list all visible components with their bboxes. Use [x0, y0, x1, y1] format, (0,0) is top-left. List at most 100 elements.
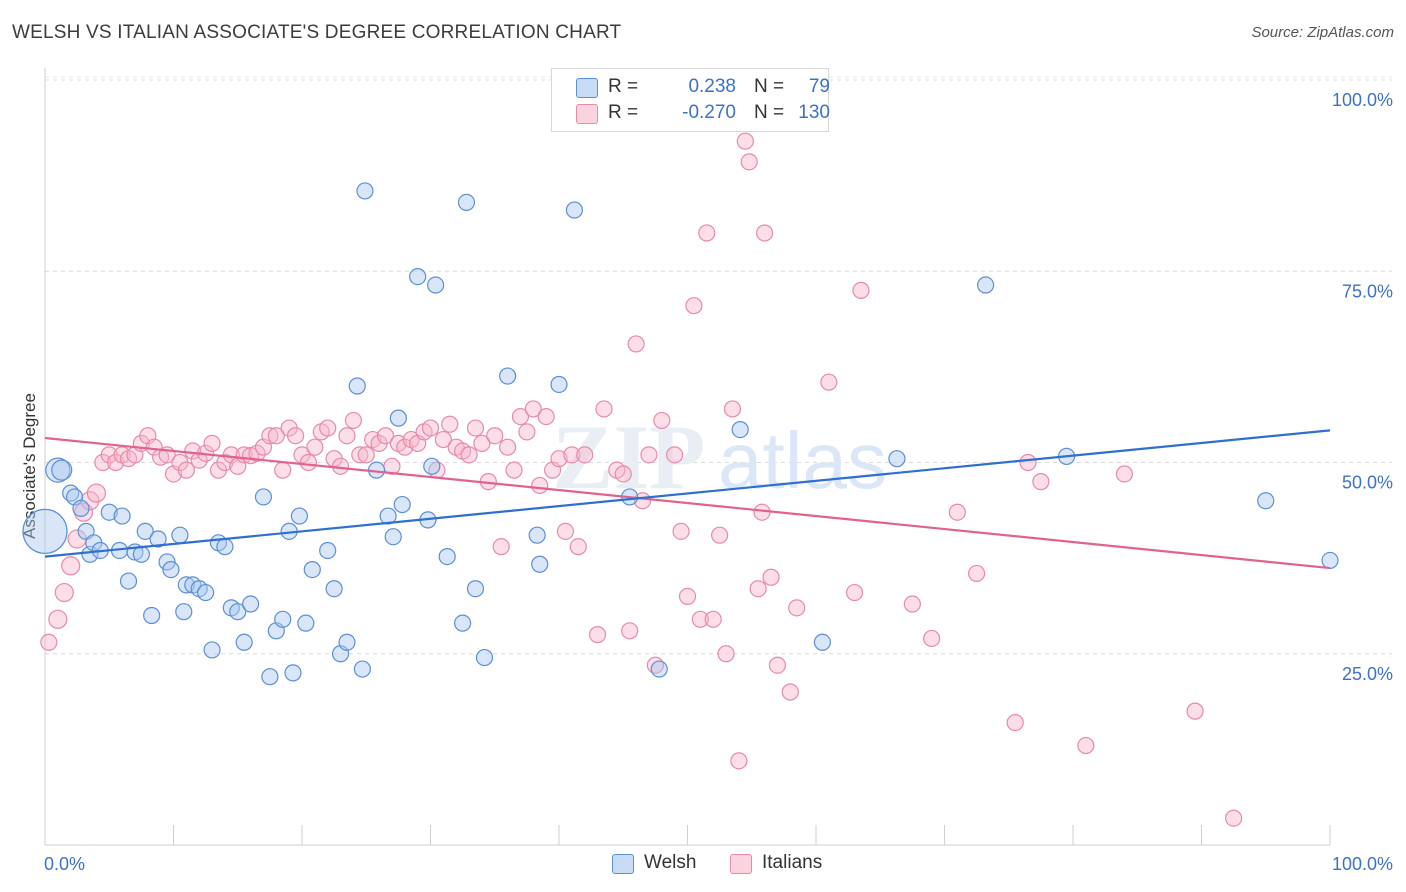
- welsh-point: [175, 603, 193, 621]
- italians-point: [621, 622, 639, 640]
- italians-point: [54, 582, 74, 603]
- italians-point: [248, 444, 266, 462]
- italians-point: [711, 526, 729, 544]
- welsh-point: [454, 614, 472, 632]
- italians-point: [306, 438, 324, 456]
- legend-r-value: 0.238: [688, 76, 736, 97]
- italians-point: [357, 446, 375, 464]
- italians-point: [518, 423, 536, 441]
- legend-r-value: -0.270: [682, 102, 736, 123]
- welsh-point: [379, 507, 397, 525]
- tick-labels: 25.0% 50.0% 75.0% 100.0% 0.0% 100.0%: [44, 90, 1393, 874]
- italians-point: [755, 224, 774, 242]
- italians-point: [537, 408, 555, 426]
- italians-point: [338, 427, 356, 445]
- italians-point: [595, 400, 613, 418]
- chart-title: WELSH VS ITALIAN ASSOCIATE'S DEGREE CORR…: [12, 22, 622, 43]
- welsh-point: [499, 367, 517, 385]
- welsh-point: [242, 595, 260, 613]
- italians-point: [61, 556, 81, 576]
- italians-point: [820, 373, 838, 391]
- italians-point: [1186, 702, 1204, 720]
- welsh-trend-line: [44, 429, 1331, 558]
- italians-point: [852, 281, 870, 299]
- italians-point: [736, 132, 754, 150]
- welsh-point: [409, 268, 427, 286]
- italians-point: [486, 427, 504, 445]
- welsh-points: [22, 182, 1339, 686]
- series-swatch-welsh: [612, 854, 634, 874]
- welsh-point: [475, 648, 494, 667]
- italians-point: [717, 645, 735, 663]
- italians-point: [511, 408, 530, 426]
- italians-point: [492, 538, 510, 556]
- welsh-point: [319, 541, 337, 560]
- welsh-point: [254, 488, 273, 506]
- welsh-point: [731, 421, 749, 439]
- welsh-point: [203, 641, 221, 659]
- welsh-point: [45, 457, 71, 483]
- italians-point: [691, 610, 709, 628]
- italians-point: [730, 752, 748, 770]
- welsh-point: [177, 576, 195, 594]
- welsh-point: [149, 530, 167, 548]
- italians-point: [40, 633, 58, 651]
- legend-r-label: R =: [608, 102, 639, 123]
- welsh-point: [235, 633, 253, 651]
- trend-lines: [44, 429, 1331, 570]
- italians-point: [473, 434, 491, 452]
- welsh-point: [438, 547, 456, 566]
- italians-point: [685, 297, 703, 315]
- italians-point: [441, 415, 459, 433]
- italians-point: [505, 461, 523, 479]
- italians-point: [923, 629, 941, 648]
- italians-point: [968, 564, 986, 583]
- series-label-italians: Italians: [762, 852, 823, 873]
- welsh-point: [427, 276, 445, 294]
- y-tick-label: 50.0%: [1342, 473, 1393, 493]
- italians-point: [299, 453, 318, 472]
- welsh-point: [353, 660, 371, 678]
- welsh-point: [650, 660, 668, 678]
- welsh-point: [813, 633, 832, 651]
- italians-point: [524, 400, 542, 418]
- welsh-point: [1321, 551, 1339, 570]
- legend-n-label: N =: [754, 76, 785, 97]
- italians-point: [948, 503, 966, 521]
- italians-point: [740, 153, 758, 171]
- y-tick-label: 100.0%: [1332, 90, 1393, 110]
- welsh-point: [261, 668, 279, 686]
- italians-point: [550, 450, 568, 468]
- italians-point: [351, 446, 369, 464]
- italians-point: [672, 522, 690, 540]
- italians-point: [576, 446, 594, 464]
- italians-point: [723, 400, 742, 418]
- welsh-point: [136, 522, 154, 540]
- italians-point: [640, 446, 658, 464]
- italians-point: [698, 224, 716, 242]
- axes: [44, 68, 1331, 846]
- welsh-point: [338, 633, 356, 651]
- italians-point: [1032, 473, 1050, 491]
- welsh-point: [466, 580, 485, 598]
- gridlines: [45, 76, 1392, 655]
- welsh-point: [888, 450, 906, 468]
- welsh-point: [100, 503, 118, 521]
- italians-point: [1115, 465, 1134, 483]
- watermark: ZIP atlas: [552, 406, 887, 508]
- italians-point: [666, 446, 684, 464]
- welsh-point: [113, 507, 131, 525]
- italians-point: [203, 434, 221, 452]
- italians-point: [190, 451, 208, 469]
- welsh-point: [22, 508, 68, 554]
- welsh-point: [162, 560, 180, 579]
- italians-point: [556, 522, 575, 540]
- italians-point: [1006, 713, 1024, 732]
- italians-point: [286, 427, 305, 445]
- welsh-point: [423, 457, 441, 475]
- italians-point: [627, 335, 645, 353]
- welsh-point: [528, 526, 546, 544]
- italians-point: [460, 446, 478, 464]
- legend-n-label: N =: [754, 102, 785, 123]
